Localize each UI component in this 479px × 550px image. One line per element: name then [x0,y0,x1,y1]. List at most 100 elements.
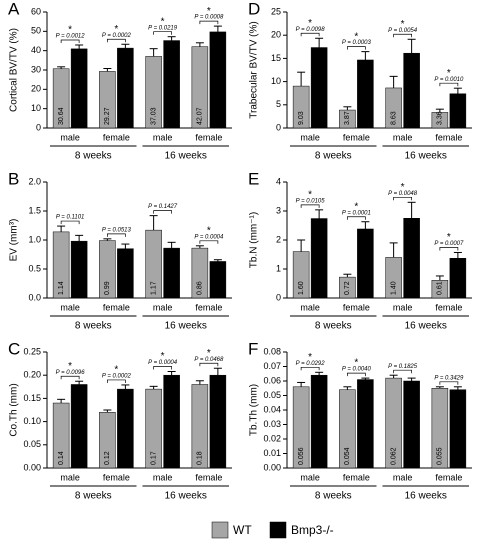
value-label: 0.056 [298,447,305,465]
p-value: P = 0.0007 [434,241,464,247]
x-tick-label: male [300,302,320,312]
legend-label: WT [233,523,252,537]
value-label: 0.98 [76,281,83,295]
significance: * [207,225,211,236]
p-bracket [347,372,366,377]
p-value: P = 0.3429 [434,375,464,381]
y-tick-label: 0.07 [263,361,281,371]
value-label: 40.93 [76,107,83,125]
value-label: 14.66 [362,107,369,125]
group-label: 8 weeks [75,491,112,502]
y-tick-label: 2 [276,234,281,244]
significance: * [401,19,405,30]
p-bracket [199,20,219,25]
y-tick-label: 10 [271,76,281,86]
y-tick-label: 20 [271,30,281,40]
value-label: 49.70 [215,107,222,125]
p-value: P = 0.0012 [56,34,86,40]
x-tick-label: male [153,132,173,142]
p-bracket [393,196,412,201]
p-bracket [153,31,172,35]
value-label: 9.03 [298,111,305,125]
y-tick-label: 0.05 [263,390,281,400]
value-label: 1.14 [58,281,65,295]
significance: * [114,24,118,35]
y-axis-label: EV (mm³) [9,219,20,262]
p-bracket [300,366,320,371]
p-value: P = 0.0004 [148,360,178,366]
x-tick-label: female [195,302,222,312]
y-tick-label: 1 [276,263,281,273]
value-label: 0.062 [390,447,397,465]
p-bracket [107,38,126,43]
y-tick-label: 4 [276,176,281,186]
value-label: 0.86 [168,281,175,295]
p-bracket [347,46,366,50]
x-tick-label: male [300,132,320,142]
p-value: P = 0.0002 [102,374,132,380]
panel-letter: E [248,169,259,188]
y-tick-label: 0.20 [23,370,41,380]
panel-letter: C [8,339,20,358]
x-tick-label: female [103,302,130,312]
significance: * [401,182,405,193]
y-axis-label: Cortical BV/TV (%) [9,28,20,112]
p-bracket [347,216,366,220]
panel-letter: D [248,0,260,18]
y-tick-label: 2.0 [28,176,41,186]
x-tick-label: female [435,472,462,482]
value-label: 2.74 [316,281,323,295]
value-label: 17.34 [316,107,323,125]
y-tick-label: 1.0 [28,234,41,244]
value-label: 1.37 [455,281,462,295]
p-bracket [199,240,219,244]
value-label: 42.07 [197,107,204,125]
p-bracket [439,247,459,251]
y-tick-label: 0 [276,292,281,302]
significance: * [447,232,451,243]
x-tick-label: female [343,132,370,142]
significance: * [68,25,72,36]
value-label: 0.85 [122,281,129,295]
value-label: 0.064 [316,447,323,465]
value-label: 0.18 [197,451,204,465]
x-tick-label: male [60,302,80,312]
significance: * [68,361,72,372]
value-label: 0.054 [344,447,351,465]
x-tick-label: male [393,132,413,142]
group-label: 16 weeks [165,491,207,502]
y-tick-label: 0 [36,122,41,132]
value-label: 2.38 [362,281,369,295]
value-label: 41.32 [122,107,129,125]
x-tick-label: male [60,472,80,482]
p-bracket [439,82,459,87]
value-label: 0.20 [215,451,222,465]
y-tick-label: 0.04 [263,404,281,414]
group-label: 16 weeks [165,321,207,332]
y-tick-label: 0.5 [28,263,41,273]
value-label: 1.60 [298,281,305,295]
y-axis-label: Tb.N (mm⁻¹) [249,212,260,268]
group-label: 16 weeks [405,151,447,162]
p-bracket [153,366,172,370]
p-value: P = 0.0008 [194,15,224,21]
x-tick-label: female [435,302,462,312]
significance: * [207,348,211,359]
significance: * [308,18,312,29]
p-value: P = 0.0010 [434,77,464,83]
p-bracket [199,362,219,367]
x-tick-label: male [300,472,320,482]
p-bracket [60,39,80,44]
p-bracket [60,375,80,380]
value-label: 0.17 [122,451,129,465]
y-tick-label: 30 [31,64,41,74]
value-label: 3.36 [437,111,444,125]
p-value: P = 0.1825 [388,364,418,370]
x-tick-label: male [153,302,173,312]
x-tick-label: female [435,132,462,142]
y-tick-label: 0 [276,122,281,132]
y-tick-label: 3 [276,205,281,215]
y-tick-label: 5 [276,99,281,109]
p-value: P = 0.0219 [148,25,178,31]
value-label: 37.03 [150,107,157,125]
